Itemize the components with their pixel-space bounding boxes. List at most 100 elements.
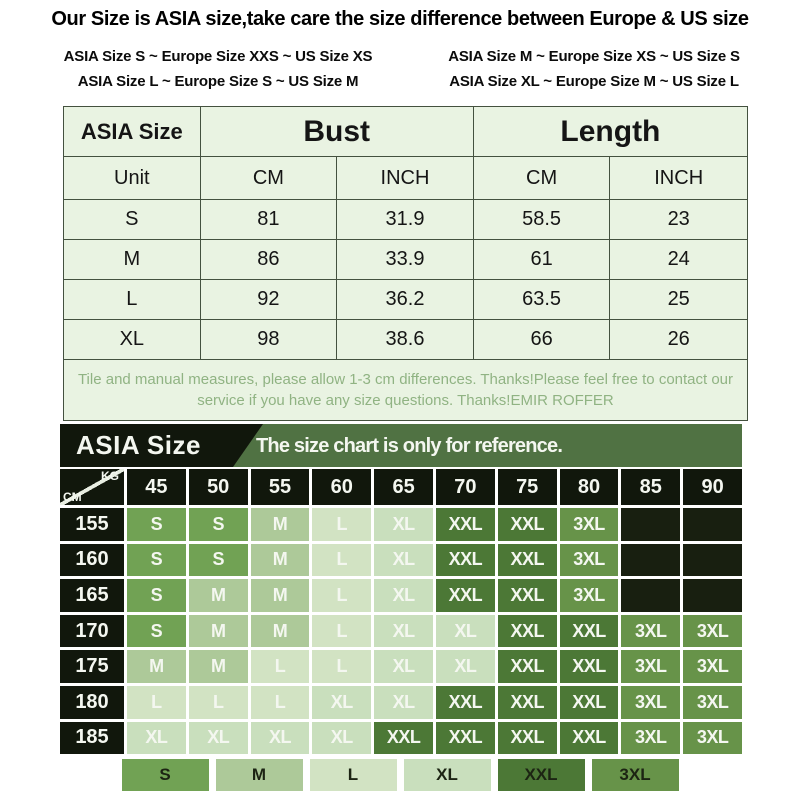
size-table-cell: S — [64, 200, 201, 240]
size-cell: XL — [374, 508, 433, 541]
size-cell: 3XL — [621, 614, 681, 648]
size-table-header-asia: ASIA Size — [64, 107, 201, 157]
reference-chart-header: ASIA Size The size chart is only for ref… — [60, 424, 742, 467]
size-table-subheader-cell: CM — [200, 157, 338, 200]
size-table: ASIA Size Bust Length Unit CM INCH CM INCH S 81 31… — [63, 106, 748, 421]
weight-axis-cell: 55 — [250, 469, 310, 505]
size-cell: L — [127, 685, 186, 719]
size-cell: L — [188, 685, 248, 719]
size-cell: XXL — [559, 614, 619, 648]
size-table-cell: 25 — [610, 280, 747, 320]
weight-axis-cell: 75 — [497, 469, 557, 505]
legend-item: 3XL — [591, 759, 679, 792]
weight-axis-cell: 70 — [435, 469, 495, 505]
size-cell: 3XL — [683, 614, 742, 648]
size-table-cell: 36.2 — [337, 280, 474, 320]
height-axis-cell: 160 — [60, 543, 124, 577]
size-table-cell: 61 — [473, 240, 611, 280]
size-cell: XXL — [559, 721, 619, 755]
size-cell: S — [188, 508, 248, 541]
height-axis-cell: 175 — [60, 650, 124, 683]
size-table-grid: ASIA Size Bust Length Unit CM INCH CM INCH S 81 31… — [64, 107, 747, 360]
size-cell: XL — [435, 650, 495, 683]
conversion-text: ASIA Size M ~ Europe Size XS ~ US Size S — [448, 48, 740, 65]
weight-axis-label: KG — [101, 469, 119, 483]
size-cell: L — [250, 650, 310, 683]
size-cell: 3XL — [621, 721, 681, 755]
size-cell: M — [250, 614, 310, 648]
size-table-subheader-cell: CM — [473, 157, 611, 200]
size-table-cell: 98 — [200, 320, 338, 360]
size-cell: 3XL — [559, 579, 619, 612]
size-cell-empty — [621, 579, 681, 612]
size-cell: XL — [312, 721, 372, 755]
size-table-note: Tile and manual measures, please allow 1… — [64, 360, 747, 420]
axis-corner-cell: KG CM — [60, 469, 124, 505]
size-cell: M — [250, 543, 310, 577]
reference-chart-header-flag — [60, 424, 263, 467]
reference-chart-subtitle: The size chart is only for reference. — [256, 435, 563, 457]
size-table-cell: 23 — [610, 200, 747, 240]
reference-chart-grid: KG CM 45 50 55 60 65 70 75 80 85 90 155 S S M L XL XXL XX… — [60, 469, 742, 755]
size-cell: XXL — [497, 685, 557, 719]
size-cell: 3XL — [621, 650, 681, 683]
size-cell: XXL — [559, 650, 619, 683]
size-cell: XL — [374, 614, 433, 648]
size-table-cell: 92 — [200, 280, 338, 320]
size-cell: S — [127, 543, 186, 577]
height-axis-label: CM — [63, 490, 82, 504]
size-table-cell: 66 — [473, 320, 611, 360]
size-table-cell: 81 — [200, 200, 338, 240]
legend-item: S — [121, 759, 209, 792]
size-cell-empty — [683, 508, 742, 541]
size-cell: XXL — [497, 508, 557, 541]
size-cell: XXL — [559, 685, 619, 719]
size-cell: 3XL — [683, 685, 742, 719]
size-table-subheader-cell: INCH — [610, 157, 747, 200]
size-cell: XXL — [374, 721, 433, 755]
size-table-cell: 38.6 — [337, 320, 474, 360]
size-cell: XXL — [435, 685, 495, 719]
size-cell: 3XL — [683, 721, 742, 755]
size-cell: M — [250, 508, 310, 541]
size-cell-empty — [621, 508, 681, 541]
size-cell: XL — [312, 685, 372, 719]
weight-axis-cell: 45 — [127, 469, 186, 505]
size-cell-empty — [683, 543, 742, 577]
size-cell: 3XL — [621, 685, 681, 719]
weight-axis-cell: 60 — [312, 469, 372, 505]
size-cell: L — [312, 508, 372, 541]
height-axis-cell: 155 — [60, 508, 124, 541]
size-cell: M — [250, 579, 310, 612]
weight-axis-cell: 85 — [621, 469, 681, 505]
weight-axis-cell: 80 — [559, 469, 619, 505]
conversion-text: ASIA Size XL ~ Europe Size M ~ US Size L — [449, 73, 739, 90]
size-cell: XL — [374, 579, 433, 612]
size-cell: M — [188, 579, 248, 612]
size-cell: XXL — [435, 721, 495, 755]
size-cell: XL — [374, 543, 433, 577]
size-table-cell: 31.9 — [337, 200, 474, 240]
size-table-cell: 63.5 — [473, 280, 611, 320]
size-cell: S — [127, 579, 186, 612]
size-table-cell: 24 — [610, 240, 747, 280]
size-cell: L — [312, 650, 372, 683]
legend-item: L — [309, 759, 397, 792]
size-table-cell: 33.9 — [337, 240, 474, 280]
reference-chart: ASIA Size The size chart is only for ref… — [60, 424, 742, 755]
size-table-cell: XL — [64, 320, 201, 360]
conversion-text: ASIA Size S ~ Europe Size XXS ~ US Size … — [63, 48, 373, 65]
weight-axis-cell: 90 — [683, 469, 742, 505]
size-cell: XL — [374, 650, 433, 683]
size-cell: 3XL — [559, 508, 619, 541]
size-cell: XXL — [497, 650, 557, 683]
size-cell: XXL — [497, 614, 557, 648]
size-cell: XXL — [435, 579, 495, 612]
note-line-2: service if you have any size questions. … — [197, 392, 614, 409]
size-cell: S — [188, 543, 248, 577]
size-table-subheader-cell: Unit — [64, 157, 201, 200]
size-cell: XL — [435, 614, 495, 648]
size-cell: L — [312, 543, 372, 577]
size-cell-empty — [621, 543, 681, 577]
size-cell: 3XL — [559, 543, 619, 577]
